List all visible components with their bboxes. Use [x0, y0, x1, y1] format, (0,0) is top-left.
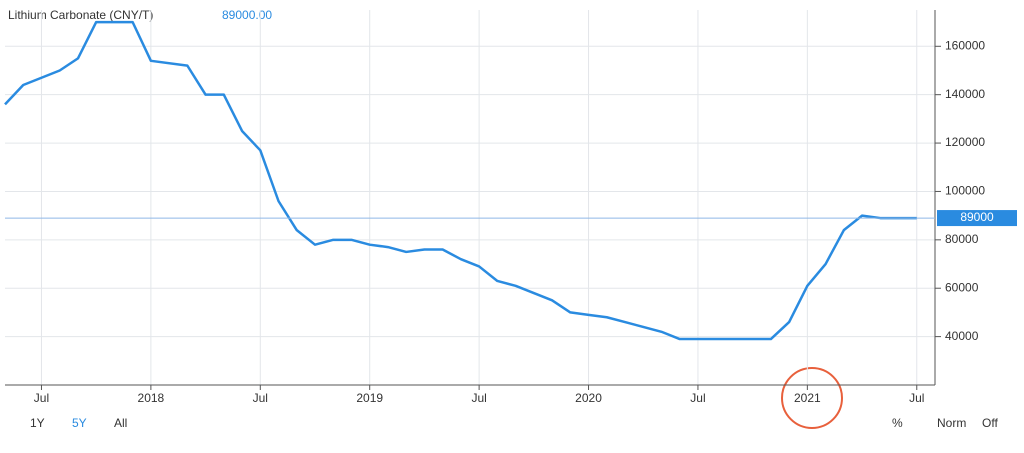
y-tick-label: 160000: [945, 38, 985, 52]
y-tick-label: 100000: [945, 184, 985, 198]
chart-title: Lithium Carbonate (CNY/T): [8, 8, 153, 22]
option-button[interactable]: Off: [982, 416, 998, 430]
x-tick-label: Jul: [253, 391, 268, 405]
option-button[interactable]: Norm: [937, 416, 966, 430]
option-button[interactable]: %: [892, 416, 903, 430]
range-button[interactable]: 1Y: [30, 416, 45, 430]
y-tick-label: 60000: [945, 280, 979, 294]
x-tick-label: 2020: [575, 391, 602, 405]
x-tick-label: 2019: [356, 391, 383, 405]
x-tick-label: Jul: [471, 391, 486, 405]
x-tick-label: 2021: [794, 391, 821, 405]
range-button[interactable]: 5Y: [72, 416, 87, 430]
price-line: [4, 20, 917, 341]
y-tick-label: 140000: [945, 87, 985, 101]
last-price-label: 89000: [960, 210, 994, 224]
range-button[interactable]: All: [114, 416, 127, 430]
y-tick-label: 40000: [945, 329, 979, 343]
last-value: 89000.00: [222, 8, 272, 22]
y-tick-label: 120000: [945, 135, 985, 149]
x-tick-label: 2018: [138, 391, 165, 405]
x-tick-label: Jul: [690, 391, 705, 405]
x-tick-label: Jul: [34, 391, 49, 405]
last-price-box: [937, 210, 1017, 227]
highlight-circle: [781, 367, 843, 429]
y-tick-label: 80000: [945, 232, 979, 246]
x-tick-label: Jul: [909, 391, 924, 405]
